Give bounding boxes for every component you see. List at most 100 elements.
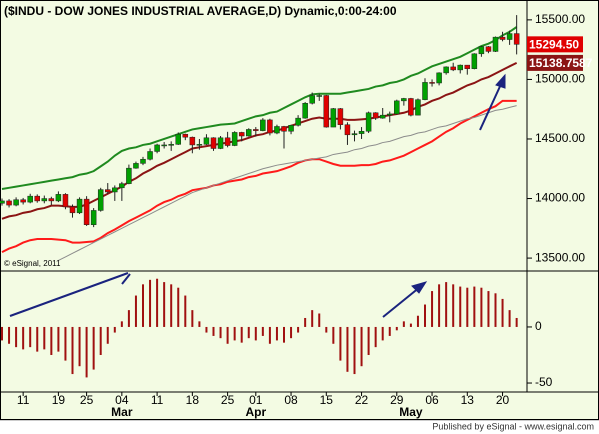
candle-body [443,66,449,74]
y-tick-label: 14500.00 [535,131,585,145]
candle-body [499,36,506,40]
candle-body [168,144,174,146]
y-tick-label: 13500.00 [535,250,585,264]
candle-body [34,195,40,202]
candle-body [274,126,280,134]
histogram-bar [459,286,462,327]
candle-body [513,33,520,45]
candle-body [69,206,76,214]
x-tick-label: 18 [186,393,200,407]
histogram-bar [29,326,32,348]
candle-body [372,112,379,119]
histogram-bar [184,295,187,327]
price-tag-label: 15138.7587 [529,56,593,70]
candle-body [175,133,181,145]
x-tick-label: 08 [284,393,298,407]
candle-body [288,125,294,132]
histogram-bar [134,295,137,327]
y-tick-label: 15500.00 [535,12,585,26]
histogram-bar [515,317,518,327]
candle-body [485,46,492,52]
candle-body [112,187,118,193]
trend-line [121,273,131,285]
histogram-bar [409,323,412,327]
candle-body [394,100,400,115]
histogram-bar [374,326,377,348]
candle-body [316,95,322,97]
histogram-bar [22,326,25,350]
candle-body [210,137,217,149]
x-tick-label: 22 [355,393,369,407]
candle-body [41,198,48,202]
histogram-bar [431,291,434,327]
month-label: Mar [111,405,133,419]
annotation-arrows [9,73,506,318]
candle-body [464,64,471,69]
candle-body [203,137,210,145]
candle-body [330,108,337,128]
candle-body [422,82,428,100]
candle-body [344,124,351,136]
candle-body [415,99,421,116]
candle-body [436,72,442,84]
candle-body [358,130,365,134]
x-tick-label: 25 [80,393,94,407]
histogram-bar [494,293,497,327]
histogram-bar [149,279,152,327]
marks: 13500.00 14000.00 14500.00 15000.00 15500.00… [0,12,593,419]
histogram-bar [156,278,159,327]
histogram-bar [127,310,130,327]
candle-body [471,53,478,69]
candle-body [267,119,273,134]
price-tag [527,36,583,53]
histogram-bar [424,304,426,327]
histogram-bar [395,326,398,331]
histogram-bar [36,326,39,352]
histogram-bar [50,326,53,355]
histogram-bar [198,321,201,327]
indicator-line [1,26,518,190]
candle-body [154,144,160,152]
candle-body [295,117,301,126]
candle-body [55,194,62,202]
candle-body [140,158,146,164]
candle-body [105,189,111,193]
candle-body [76,198,83,214]
y-tick-label: 14000.00 [535,191,585,205]
candle-body [161,144,167,147]
candle-body [126,167,132,184]
candle-body [401,98,407,102]
candle-body [119,183,125,189]
x-tick-label: 04 [115,393,129,407]
histogram-bar [438,284,441,327]
histogram-bar [43,326,46,350]
histogram-bar [78,326,81,367]
histogram-bar [106,326,109,344]
histogram-bar [1,326,3,341]
candle-body [90,210,97,225]
histogram-bar [381,326,384,341]
histogram-bar [501,298,504,327]
histogram-bar [99,326,102,355]
histogram-bar [402,321,405,327]
histogram-bar [452,284,455,327]
y-tick-label: 15000.00 [535,72,585,86]
candle-body [20,199,26,203]
month-label: Apr [245,405,266,419]
histogram-bar [508,310,511,327]
candle-body [281,126,287,132]
candle-body [379,114,386,119]
arrow-head [495,73,506,89]
chart-title: ($INDU - DOW JONES INDUSTRIAL AVERAGE,D)… [4,4,397,18]
candle-body [365,112,372,132]
indicator-line [1,99,517,254]
histogram-bar [367,326,370,355]
histogram-bar [388,326,391,336]
x-tick-label: 19 [52,393,66,407]
histogram-bar [318,313,321,327]
histogram-bar [416,315,419,327]
histogram-bar [304,317,307,327]
trend-line [9,272,129,317]
candle-body [260,119,266,131]
